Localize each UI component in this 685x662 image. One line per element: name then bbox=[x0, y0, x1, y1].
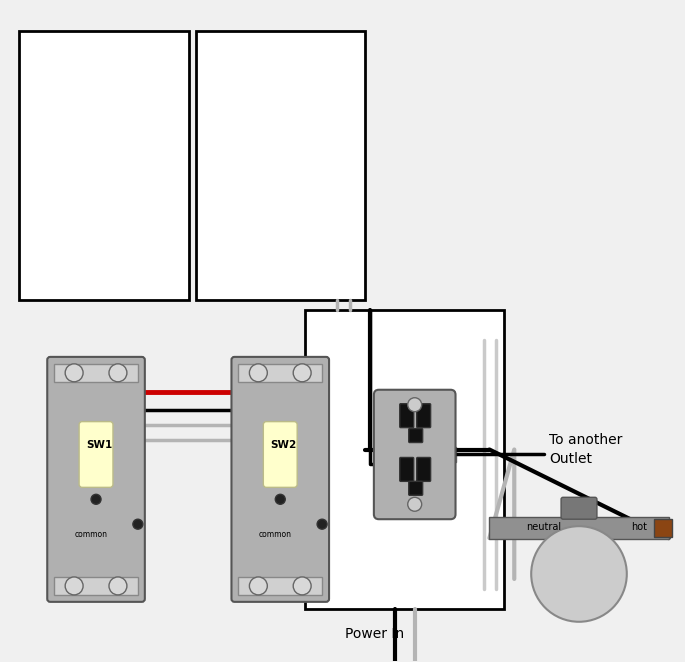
Circle shape bbox=[91, 495, 101, 504]
Bar bbox=[19, 31, 188, 300]
Text: SW2: SW2 bbox=[270, 440, 297, 449]
Bar bbox=[54, 577, 138, 595]
FancyBboxPatch shape bbox=[400, 457, 414, 481]
Bar bbox=[54, 364, 138, 382]
Bar bbox=[196, 31, 365, 300]
Bar bbox=[451, 446, 456, 463]
Text: neutral: neutral bbox=[527, 522, 562, 532]
FancyBboxPatch shape bbox=[561, 497, 597, 519]
Circle shape bbox=[249, 364, 267, 382]
Circle shape bbox=[293, 577, 311, 595]
Bar bbox=[305, 310, 504, 609]
Text: To another
Outlet: To another Outlet bbox=[549, 434, 623, 465]
Bar bbox=[374, 446, 379, 463]
Bar bbox=[489, 517, 669, 539]
FancyBboxPatch shape bbox=[409, 481, 423, 495]
Bar bbox=[653, 519, 671, 537]
Circle shape bbox=[408, 497, 422, 511]
Circle shape bbox=[317, 519, 327, 529]
Circle shape bbox=[293, 364, 311, 382]
FancyBboxPatch shape bbox=[409, 428, 423, 442]
Circle shape bbox=[408, 398, 422, 412]
FancyBboxPatch shape bbox=[374, 390, 456, 519]
Text: common: common bbox=[259, 530, 292, 539]
Text: Power In: Power In bbox=[345, 627, 404, 641]
Text: hot: hot bbox=[631, 522, 647, 532]
FancyBboxPatch shape bbox=[263, 422, 297, 487]
Circle shape bbox=[275, 495, 285, 504]
Bar bbox=[238, 577, 322, 595]
FancyBboxPatch shape bbox=[47, 357, 145, 602]
Circle shape bbox=[531, 526, 627, 622]
FancyBboxPatch shape bbox=[232, 357, 329, 602]
Circle shape bbox=[109, 364, 127, 382]
Text: SW1: SW1 bbox=[86, 440, 112, 449]
Circle shape bbox=[109, 577, 127, 595]
FancyBboxPatch shape bbox=[79, 422, 113, 487]
Circle shape bbox=[133, 519, 143, 529]
Circle shape bbox=[249, 577, 267, 595]
FancyBboxPatch shape bbox=[416, 404, 431, 428]
Bar bbox=[238, 364, 322, 382]
Text: common: common bbox=[75, 530, 108, 539]
FancyBboxPatch shape bbox=[416, 457, 431, 481]
Circle shape bbox=[65, 364, 83, 382]
FancyBboxPatch shape bbox=[400, 404, 414, 428]
Circle shape bbox=[65, 577, 83, 595]
